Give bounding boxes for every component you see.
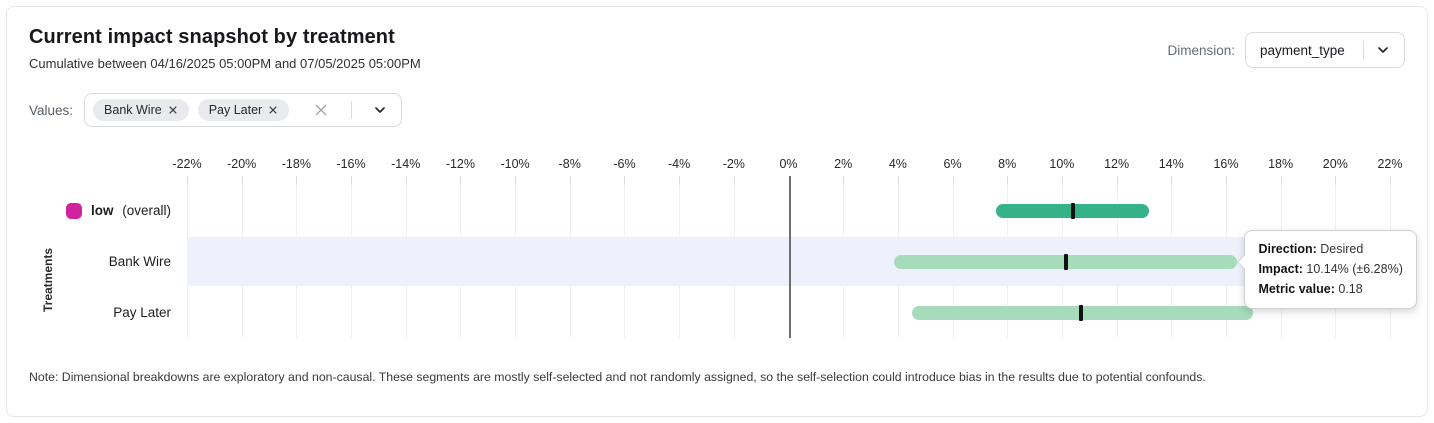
- y-axis-label: Treatments: [41, 247, 55, 312]
- x-tick-mark: [1171, 176, 1173, 185]
- x-tick-mark: [405, 176, 407, 185]
- tooltip: Direction: Desired Impact: 10.14% (±6.28%…: [1237, 229, 1417, 309]
- impact-chart: Treatments low (overall) Bank Wire Pay Lat…: [29, 157, 1417, 338]
- x-axis-tick-label: -16%: [336, 157, 366, 171]
- chip-label: Pay Later: [208, 103, 263, 117]
- dimension-select[interactable]: payment_type: [1245, 32, 1405, 68]
- x-tick-mark: [733, 176, 735, 185]
- chip-remove-icon[interactable]: [168, 105, 178, 115]
- x-axis-tick-label: 22%: [1377, 157, 1403, 171]
- row-label: Pay Later: [29, 287, 171, 338]
- x-tick-mark: [843, 176, 845, 185]
- dimension-selected-value: payment_type: [1260, 42, 1345, 58]
- values-filter-row: Values: Bank Wire Pay Later: [29, 93, 1405, 127]
- x-tick-mark: [241, 176, 243, 185]
- tooltip-line: Impact: 10.14% (±6.28%): [1258, 261, 1403, 276]
- x-tick-mark: [1335, 176, 1337, 185]
- impact-point-marker: [1079, 304, 1084, 321]
- x-axis-tick-label: 14%: [1158, 157, 1184, 171]
- value-chip[interactable]: Pay Later: [197, 99, 290, 121]
- row-label-text: Pay Later: [113, 305, 171, 320]
- disclaimer-note: Note: Dimensional breakdowns are explora…: [29, 370, 1206, 384]
- chip-label: Bank Wire: [104, 103, 162, 117]
- x-axis-tick-label: 4%: [888, 157, 907, 171]
- x-tick-mark: [1061, 176, 1063, 185]
- date-range-subtitle: Cumulative between 04/16/2025 05:00PM an…: [29, 56, 421, 71]
- card-header: Current impact snapshot by treatment Cum…: [29, 26, 1405, 71]
- x-axis-tick-label: -14%: [391, 157, 421, 171]
- chart-grid: low (overall) Bank Wire Pay Later -22% -20%…: [29, 157, 1417, 338]
- header-text: Current impact snapshot by treatment Cum…: [29, 26, 421, 71]
- page-title: Current impact snapshot by treatment: [29, 26, 395, 48]
- value-chip[interactable]: Bank Wire: [93, 99, 189, 121]
- x-axis-tick-label: -12%: [445, 157, 475, 171]
- plot-column: -22% -20% -18% -16% -14% -12% -10% -8% -6% -4% -2%…: [172, 157, 1417, 338]
- x-tick-mark: [1390, 176, 1391, 185]
- x-axis-tick-label: 12%: [1104, 157, 1130, 171]
- x-axis-tick-label: 10%: [1049, 157, 1075, 171]
- row-label-text: Bank Wire: [108, 254, 171, 269]
- x-tick-mark: [1280, 176, 1282, 185]
- x-axis-tick-label: 8%: [998, 157, 1017, 171]
- plot-area: Direction: Desired Impact: 10.14% (±6.28%…: [187, 176, 1417, 338]
- x-tick-mark: [569, 176, 571, 185]
- x-axis-tick-label: -10%: [500, 157, 530, 171]
- select-divider: [1363, 41, 1364, 59]
- impact-point-marker: [1063, 253, 1068, 270]
- x-axis-tick-label: 20%: [1322, 157, 1348, 171]
- x-tick-mark: [187, 176, 188, 185]
- row-label: Bank Wire: [29, 236, 171, 287]
- x-axis-tick-label: 16%: [1213, 157, 1239, 171]
- dimension-control: Dimension: payment_type: [1167, 32, 1405, 68]
- tooltip-content: Direction: Desired Impact: 10.14% (±6.28%…: [1258, 239, 1402, 299]
- values-label: Values:: [29, 102, 74, 118]
- clear-all-icon[interactable]: [310, 102, 332, 118]
- x-tick-mark: [679, 176, 681, 185]
- x-axis-tick-label: 18%: [1268, 157, 1294, 171]
- row-label: low (overall): [29, 185, 171, 236]
- dimension-label: Dimension:: [1167, 42, 1235, 58]
- impact-point-marker: [1070, 202, 1075, 219]
- chip-remove-icon[interactable]: [268, 105, 278, 115]
- row-label-text: low: [90, 203, 114, 218]
- x-axis-tick-label: -2%: [722, 157, 745, 171]
- x-tick-mark: [515, 176, 517, 185]
- x-axis-tick-label: 6%: [943, 157, 962, 171]
- x-tick-mark: [351, 176, 353, 185]
- x-axis-tick-label: -6%: [613, 157, 636, 171]
- values-divider: [351, 101, 353, 119]
- x-axis-tick-label: 2%: [834, 157, 853, 171]
- x-axis-tick-label: -8%: [558, 157, 581, 171]
- x-tick-mark: [1116, 176, 1118, 185]
- zero-baseline: [788, 176, 791, 338]
- chevron-down-icon[interactable]: [369, 102, 391, 118]
- x-tick-mark: [624, 176, 626, 185]
- x-axis-tick-label: -18%: [281, 157, 311, 171]
- chevron-down-icon[interactable]: [1372, 42, 1394, 58]
- tooltip-line: Metric value: 0.18: [1258, 281, 1363, 296]
- x-axis-tick-label: -22%: [172, 157, 202, 171]
- x-tick-mark: [952, 176, 954, 185]
- x-tick-mark: [460, 176, 462, 185]
- x-axis-labels: -22% -20% -18% -16% -14% -12% -10% -8% -6% -4% -2%…: [172, 157, 1402, 176]
- x-tick-mark: [897, 176, 899, 185]
- x-tick-mark: [296, 176, 298, 185]
- values-multiselect[interactable]: Bank Wire Pay Later: [84, 93, 403, 127]
- x-axis-tick-label: -20%: [227, 157, 257, 171]
- x-tick-mark: [1225, 176, 1227, 185]
- impact-snapshot-card: Current impact snapshot by treatment Cum…: [6, 6, 1428, 417]
- x-axis-tick-label: -4%: [668, 157, 691, 171]
- tooltip-line: Direction: Desired: [1258, 241, 1364, 256]
- row-labels-column: low (overall) Bank Wire Pay Later: [29, 185, 187, 338]
- x-axis-tick-label: 0%: [779, 157, 798, 171]
- x-axis-ticks: [187, 176, 1391, 185]
- row-label-suffix: (overall): [118, 203, 171, 218]
- chips-container: Bank Wire Pay Later: [93, 99, 290, 121]
- x-tick-mark: [1007, 176, 1009, 185]
- legend-swatch: [65, 202, 82, 219]
